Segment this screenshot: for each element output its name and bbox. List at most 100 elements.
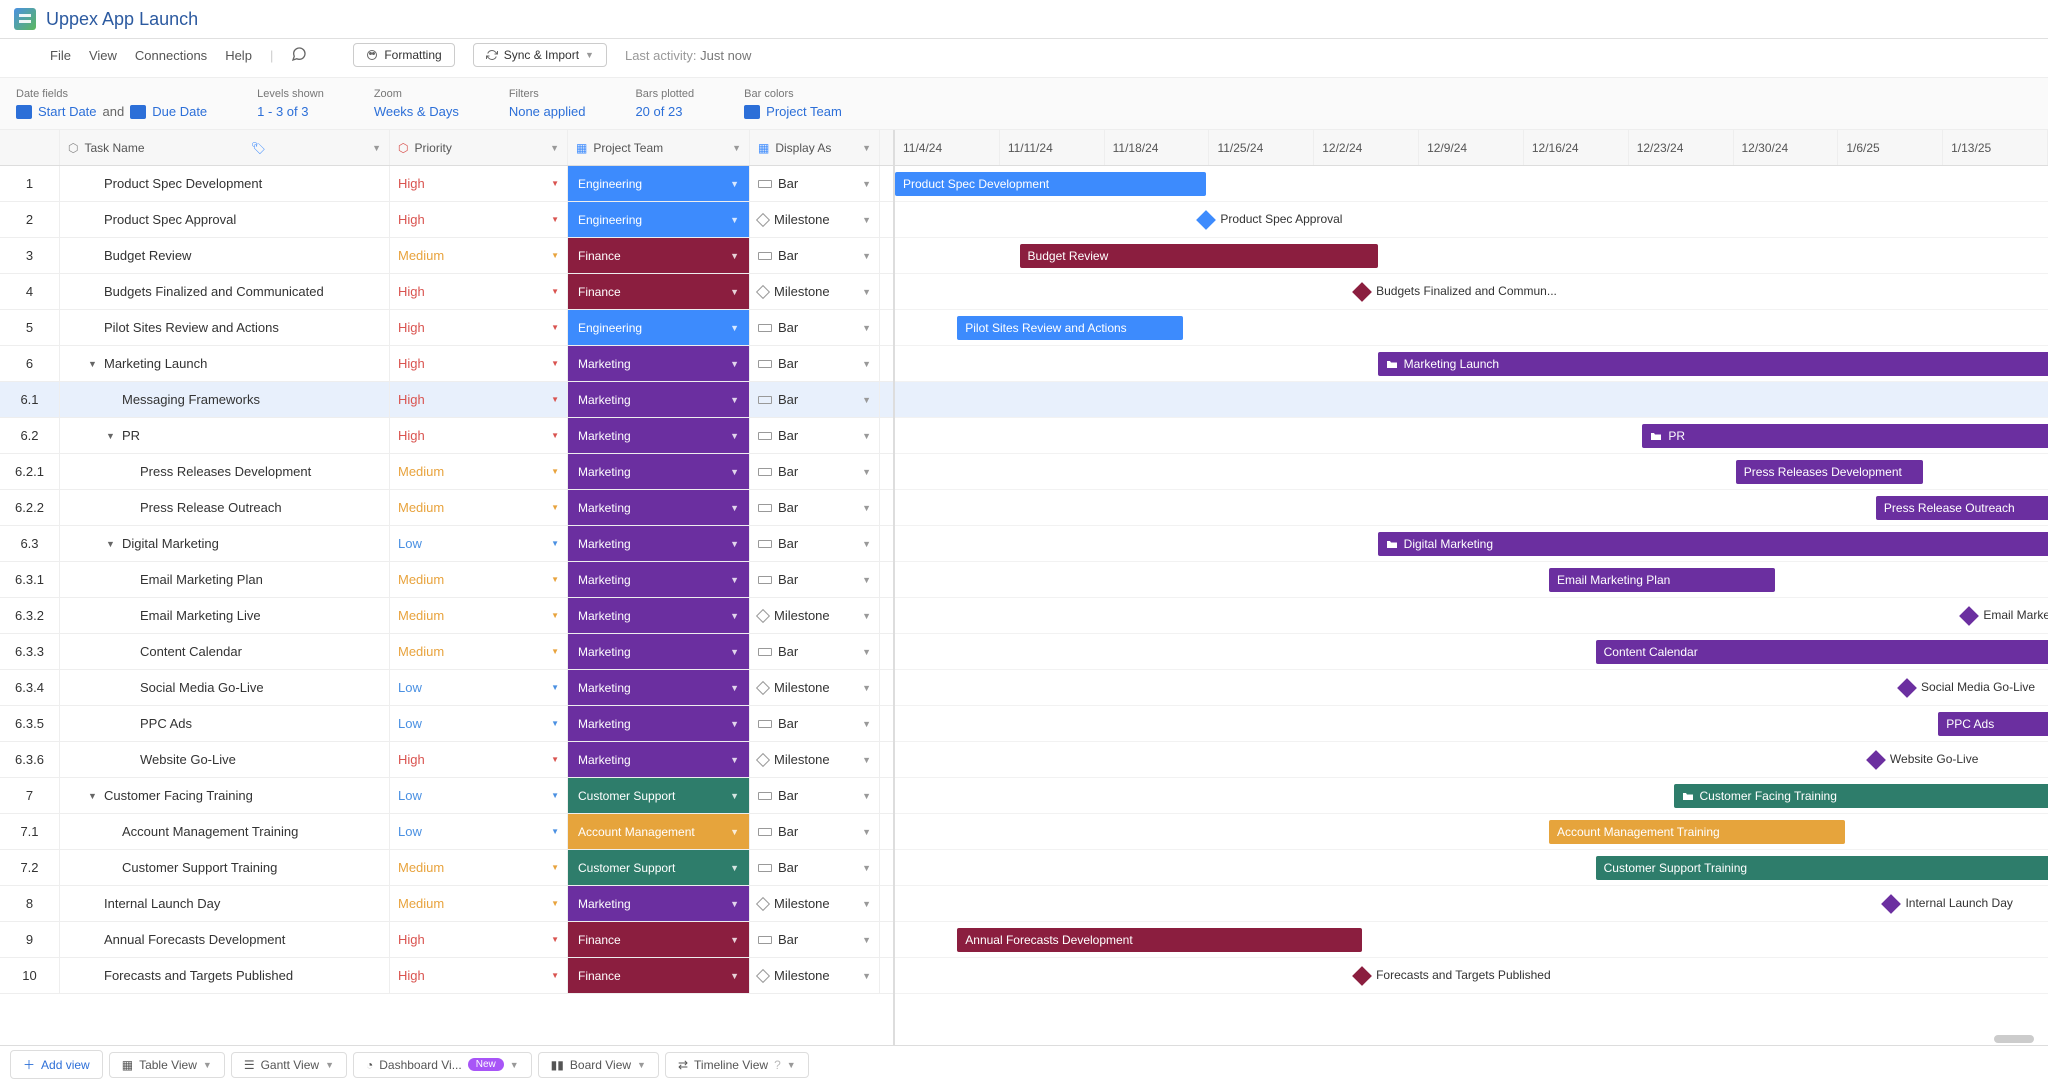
priority-cell[interactable]: High▼ (390, 742, 568, 777)
team-cell[interactable]: Engineering▼ (568, 166, 750, 201)
table-row[interactable]: 6.3.1Email Marketing PlanMedium▼Marketin… (0, 562, 893, 598)
gantt-bar[interactable]: Budget Review (1020, 244, 1378, 268)
display-cell[interactable]: Bar▼ (750, 238, 880, 273)
display-cell[interactable]: Bar▼ (750, 418, 880, 453)
table-row[interactable]: 6.3.5PPC AdsLow▼Marketing▼Bar▼ (0, 706, 893, 742)
team-cell[interactable]: Marketing▼ (568, 454, 750, 489)
priority-cell[interactable]: High▼ (390, 346, 568, 381)
display-cell[interactable]: Milestone▼ (750, 670, 880, 705)
gantt-milestone[interactable] (1866, 750, 1886, 770)
priority-cell[interactable]: Medium▼ (390, 454, 568, 489)
display-cell[interactable]: Bar▼ (750, 454, 880, 489)
task-cell[interactable]: ▼Digital Marketing (60, 526, 390, 561)
timeline-view-tab[interactable]: ⇄ Timeline View ? ▼ (665, 1052, 809, 1078)
table-view-tab[interactable]: ▦ Table View ▼ (109, 1052, 225, 1078)
cfg-colors[interactable]: Bar colors Project Team (744, 88, 842, 119)
table-row[interactable]: 6.2.1Press Releases DevelopmentMedium▼Ma… (0, 454, 893, 490)
priority-cell[interactable]: Low▼ (390, 706, 568, 741)
priority-cell[interactable]: High▼ (390, 958, 568, 993)
priority-cell[interactable]: Low▼ (390, 814, 568, 849)
gantt-bar[interactable]: Content Calendar (1596, 640, 2048, 664)
table-row[interactable]: 6.2▼PRHigh▼Marketing▼Bar▼ (0, 418, 893, 454)
table-row[interactable]: 10Forecasts and Targets PublishedHigh▼Fi… (0, 958, 893, 994)
table-row[interactable]: 3Budget ReviewMedium▼Finance▼Bar▼ (0, 238, 893, 274)
display-cell[interactable]: Bar▼ (750, 850, 880, 885)
gantt-bar[interactable]: Account Management Training (1549, 820, 1845, 844)
chevron-down-icon[interactable]: ▼ (550, 143, 559, 153)
collapse-toggle[interactable]: ▼ (88, 359, 98, 369)
team-cell[interactable]: Marketing▼ (568, 706, 750, 741)
cfg-bars[interactable]: Bars plotted 20 of 23 (635, 88, 694, 119)
gantt-bar[interactable]: PR (1642, 424, 2048, 448)
table-row[interactable]: 6▼Marketing LaunchHigh▼Marketing▼Bar▼ (0, 346, 893, 382)
formatting-button[interactable]: Formatting (353, 43, 454, 67)
board-view-tab[interactable]: ▮▮ Board View ▼ (538, 1052, 659, 1078)
menu-connections[interactable]: Connections (135, 48, 207, 63)
table-row[interactable]: 7▼Customer Facing TrainingLow▼Customer S… (0, 778, 893, 814)
table-row[interactable]: 6.3.4Social Media Go-LiveLow▼Marketing▼M… (0, 670, 893, 706)
gantt-bar[interactable]: Customer Support Training (1596, 856, 2048, 880)
priority-cell[interactable]: Medium▼ (390, 598, 568, 633)
gantt-bar[interactable]: Press Releases Development (1736, 460, 1923, 484)
team-cell[interactable]: Finance▼ (568, 958, 750, 993)
priority-cell[interactable]: High▼ (390, 922, 568, 957)
table-row[interactable]: 1Product Spec DevelopmentHigh▼Engineerin… (0, 166, 893, 202)
display-cell[interactable]: Milestone▼ (750, 274, 880, 309)
table-row[interactable]: 7.2Customer Support TrainingMedium▼Custo… (0, 850, 893, 886)
priority-cell[interactable]: Medium▼ (390, 850, 568, 885)
dashboard-view-tab[interactable]: ◔ Dashboard Vi... New ▼ (353, 1052, 532, 1078)
team-cell[interactable]: Marketing▼ (568, 526, 750, 561)
gantt-bar[interactable]: Annual Forecasts Development (957, 928, 1362, 952)
gantt-milestone[interactable] (1352, 966, 1372, 986)
priority-cell[interactable]: Low▼ (390, 526, 568, 561)
cfg-filters[interactable]: Filters None applied (509, 88, 586, 119)
menu-help[interactable]: Help (225, 48, 252, 63)
table-row[interactable]: 6.3.6Website Go-LiveHigh▼Marketing▼Miles… (0, 742, 893, 778)
priority-cell[interactable]: High▼ (390, 202, 568, 237)
display-cell[interactable]: Milestone▼ (750, 886, 880, 921)
gantt-bar[interactable]: PPC Ads (1938, 712, 2048, 736)
col-idx-header[interactable] (0, 130, 60, 165)
task-cell[interactable]: Press Releases Development (60, 454, 390, 489)
task-cell[interactable]: ▼Marketing Launch (60, 346, 390, 381)
team-cell[interactable]: Marketing▼ (568, 742, 750, 777)
cfg-levels[interactable]: Levels shown 1 - 3 of 3 (257, 88, 324, 119)
display-cell[interactable]: Bar▼ (750, 706, 880, 741)
task-cell[interactable]: Social Media Go-Live (60, 670, 390, 705)
col-display-header[interactable]: ▦ Display As ▼ (750, 130, 880, 165)
table-row[interactable]: 5Pilot Sites Review and ActionsHigh▼Engi… (0, 310, 893, 346)
cfg-zoom[interactable]: Zoom Weeks & Days (374, 88, 459, 119)
collapse-toggle[interactable]: ▼ (106, 431, 116, 441)
cfg-date-fields[interactable]: Date fields Start Date and Due Date (16, 88, 207, 119)
team-cell[interactable]: Finance▼ (568, 274, 750, 309)
task-cell[interactable]: Email Marketing Live (60, 598, 390, 633)
display-cell[interactable]: Bar▼ (750, 346, 880, 381)
collapse-toggle[interactable]: ▼ (106, 539, 116, 549)
team-cell[interactable]: Marketing▼ (568, 382, 750, 417)
priority-cell[interactable]: High▼ (390, 310, 568, 345)
display-cell[interactable]: Milestone▼ (750, 958, 880, 993)
gantt-bar[interactable]: Pilot Sites Review and Actions (957, 316, 1183, 340)
team-cell[interactable]: Marketing▼ (568, 634, 750, 669)
team-cell[interactable]: Marketing▼ (568, 346, 750, 381)
chevron-down-icon[interactable]: ▼ (372, 143, 381, 153)
sync-button[interactable]: Sync & Import ▼ (473, 43, 607, 67)
team-cell[interactable]: Customer Support▼ (568, 850, 750, 885)
add-view-tab[interactable]: ＋ Add view (10, 1050, 103, 1079)
team-cell[interactable]: Finance▼ (568, 922, 750, 957)
priority-cell[interactable]: High▼ (390, 166, 568, 201)
team-cell[interactable]: Marketing▼ (568, 886, 750, 921)
display-cell[interactable]: Milestone▼ (750, 202, 880, 237)
gantt-bar[interactable]: Customer Facing Training (1674, 784, 2048, 808)
chat-icon[interactable] (291, 46, 307, 65)
task-cell[interactable]: Product Spec Development (60, 166, 390, 201)
col-priority-header[interactable]: ⬡ Priority ▼ (390, 130, 568, 165)
team-cell[interactable]: Marketing▼ (568, 418, 750, 453)
table-row[interactable]: 4Budgets Finalized and CommunicatedHigh▼… (0, 274, 893, 310)
task-cell[interactable]: Pilot Sites Review and Actions (60, 310, 390, 345)
priority-cell[interactable]: High▼ (390, 418, 568, 453)
collapse-toggle[interactable]: ▼ (88, 791, 98, 801)
task-cell[interactable]: Customer Support Training (60, 850, 390, 885)
gantt-view-tab[interactable]: ☰ Gantt View ▼ (231, 1052, 347, 1078)
horizontal-scrollbar[interactable] (895, 1033, 2034, 1045)
